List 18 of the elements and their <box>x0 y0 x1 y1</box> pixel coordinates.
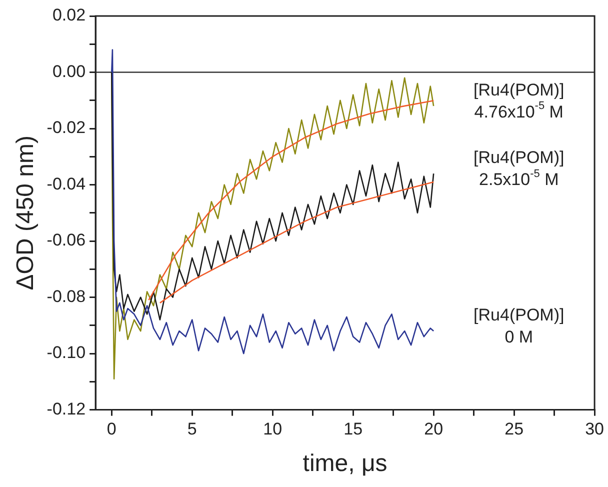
y-tick-label: -0.08 <box>46 286 86 306</box>
x-tick-label: 5 <box>187 420 197 439</box>
x-tick-label: 25 <box>504 420 524 439</box>
y-tick-label: 0.02 <box>52 6 86 25</box>
text: [Ru4(POM)] 0 M <box>474 306 564 347</box>
x-tick-label: 20 <box>424 420 444 439</box>
y-axis-title: ΔOD (450 nm) <box>12 136 40 290</box>
x-tick-label: 30 <box>585 420 604 439</box>
y-tick-label: -0.02 <box>46 118 86 138</box>
x-axis-title: time, μs <box>302 450 388 478</box>
x-tick-label: 0 <box>106 420 116 439</box>
y-tick-label: -0.12 <box>46 399 86 418</box>
y-tick-label: -0.06 <box>46 230 86 250</box>
y-tick-label: -0.04 <box>46 174 86 194</box>
y-tick-label: 0.00 <box>52 62 86 81</box>
x-tick-label: 10 <box>263 420 282 439</box>
y-tick-label: -0.10 <box>46 343 86 362</box>
x-tick-label: 15 <box>344 420 363 439</box>
